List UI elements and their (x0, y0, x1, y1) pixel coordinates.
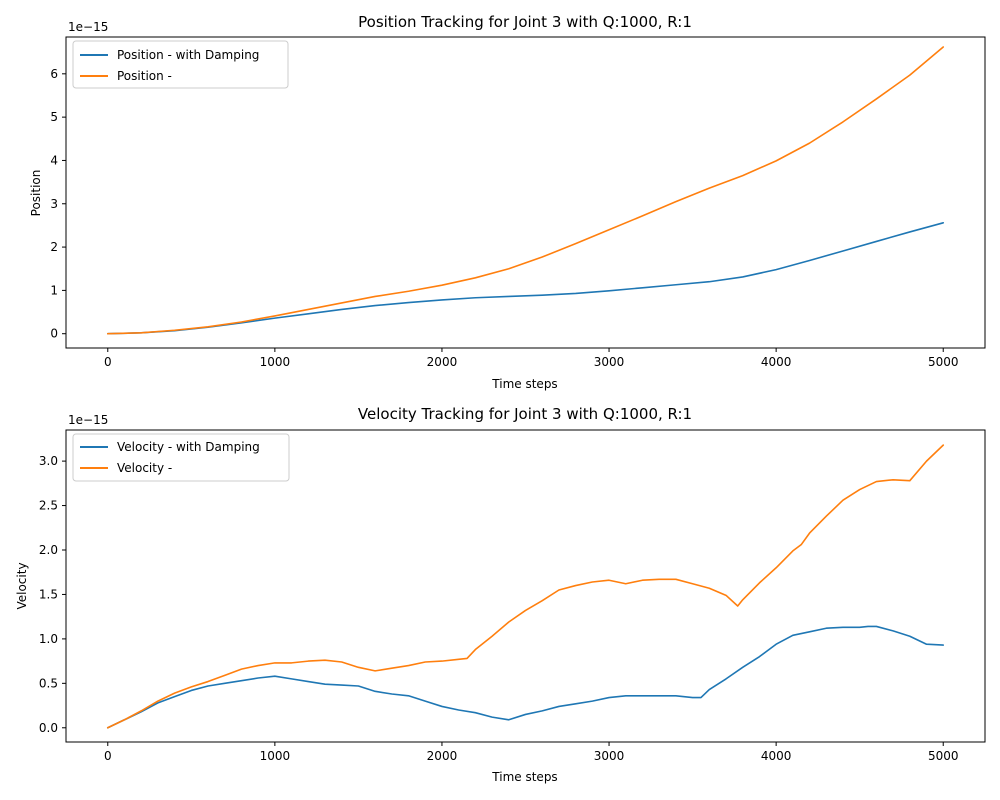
velocity-chart-x-tick-label: 4000 (761, 749, 792, 763)
velocity-chart-y-tick-label: 1.0 (39, 632, 58, 646)
position-chart-legend: Position - with Damping Position - (72, 40, 289, 89)
velocity-chart-legend: Velocity - with Damping Velocity - (72, 433, 290, 482)
position-chart-x-tick-label: 2000 (427, 355, 458, 369)
series-line-position (106, 46, 945, 335)
velocity-chart-x-tick-label: 3000 (594, 749, 625, 763)
position-chart-y-axis-label: Position (29, 170, 43, 217)
position-chart-y-tick-label: 6 (50, 67, 58, 81)
position-chart-x-tick-label: 0 (104, 355, 112, 369)
position-chart-x-axis-label: Time steps (491, 377, 557, 391)
position-chart-frame (65, 36, 986, 349)
velocity-chart-lines (106, 444, 945, 729)
legend-label-position: Position - (117, 69, 172, 83)
series-line-velocity (106, 444, 945, 729)
legend-label-position-with-damping: Position - with Damping (117, 48, 259, 62)
legend-label-velocity: Velocity - (117, 461, 172, 475)
velocity-chart-y-axis-label: Velocity (15, 562, 29, 609)
position-chart-ticks: 0 1000 2000 3000 4000 5000 0 1 2 3 4 5 6 (50, 67, 958, 369)
position-chart-lines (106, 46, 945, 335)
position-chart-y-tick-label: 1 (50, 283, 58, 297)
position-chart-x-tick-label: 1000 (260, 355, 291, 369)
position-chart-scale-label: 1e−15 (68, 20, 108, 34)
velocity-chart-y-tick-label: 3.0 (39, 454, 58, 468)
velocity-chart-legend-box (72, 433, 290, 482)
position-chart-y-tick-label: 3 (50, 197, 58, 211)
velocity-chart-x-tick-label: 5000 (928, 749, 959, 763)
velocity-chart-frame (65, 429, 986, 743)
velocity-chart-y-tick-label: 0.0 (39, 721, 58, 735)
position-chart-x-tick-label: 4000 (761, 355, 792, 369)
position-chart: Position Tracking for Joint 3 with Q:100… (29, 13, 986, 391)
position-chart-y-tick-label: 2 (50, 240, 58, 254)
velocity-chart-y-tick-label: 2.0 (39, 543, 58, 557)
velocity-chart-ticks: 0 1000 2000 3000 4000 5000 0.0 0.5 1.0 1.5 2.0 2.5 3… (39, 454, 959, 763)
velocity-chart-x-axis-label: Time steps (491, 770, 557, 784)
velocity-chart-x-tick-label: 0 (104, 749, 112, 763)
series-line-velocity-with-damping (106, 625, 945, 729)
velocity-chart-y-tick-label: 2.5 (39, 499, 58, 513)
velocity-chart-y-tick-label: 0.5 (39, 676, 58, 690)
legend-label-velocity-with-damping: Velocity - with Damping (117, 440, 260, 454)
position-chart-x-tick-label: 3000 (594, 355, 625, 369)
position-chart-x-tick-label: 5000 (928, 355, 959, 369)
velocity-chart-x-tick-label: 1000 (260, 749, 291, 763)
position-chart-y-tick-label: 0 (50, 327, 58, 341)
velocity-chart: Velocity Tracking for Joint 3 with Q:100… (15, 405, 986, 784)
velocity-chart-title: Velocity Tracking for Joint 3 with Q:100… (358, 405, 692, 423)
position-chart-title: Position Tracking for Joint 3 with Q:100… (358, 13, 692, 31)
position-chart-legend-box (72, 40, 289, 89)
velocity-chart-y-tick-label: 1.5 (39, 587, 58, 601)
velocity-chart-x-tick-label: 2000 (427, 749, 458, 763)
position-chart-y-tick-label: 4 (50, 153, 58, 167)
position-chart-y-tick-label: 5 (50, 110, 58, 124)
series-line-position-with-damping (106, 222, 945, 335)
velocity-chart-scale-label: 1e−15 (68, 413, 108, 427)
